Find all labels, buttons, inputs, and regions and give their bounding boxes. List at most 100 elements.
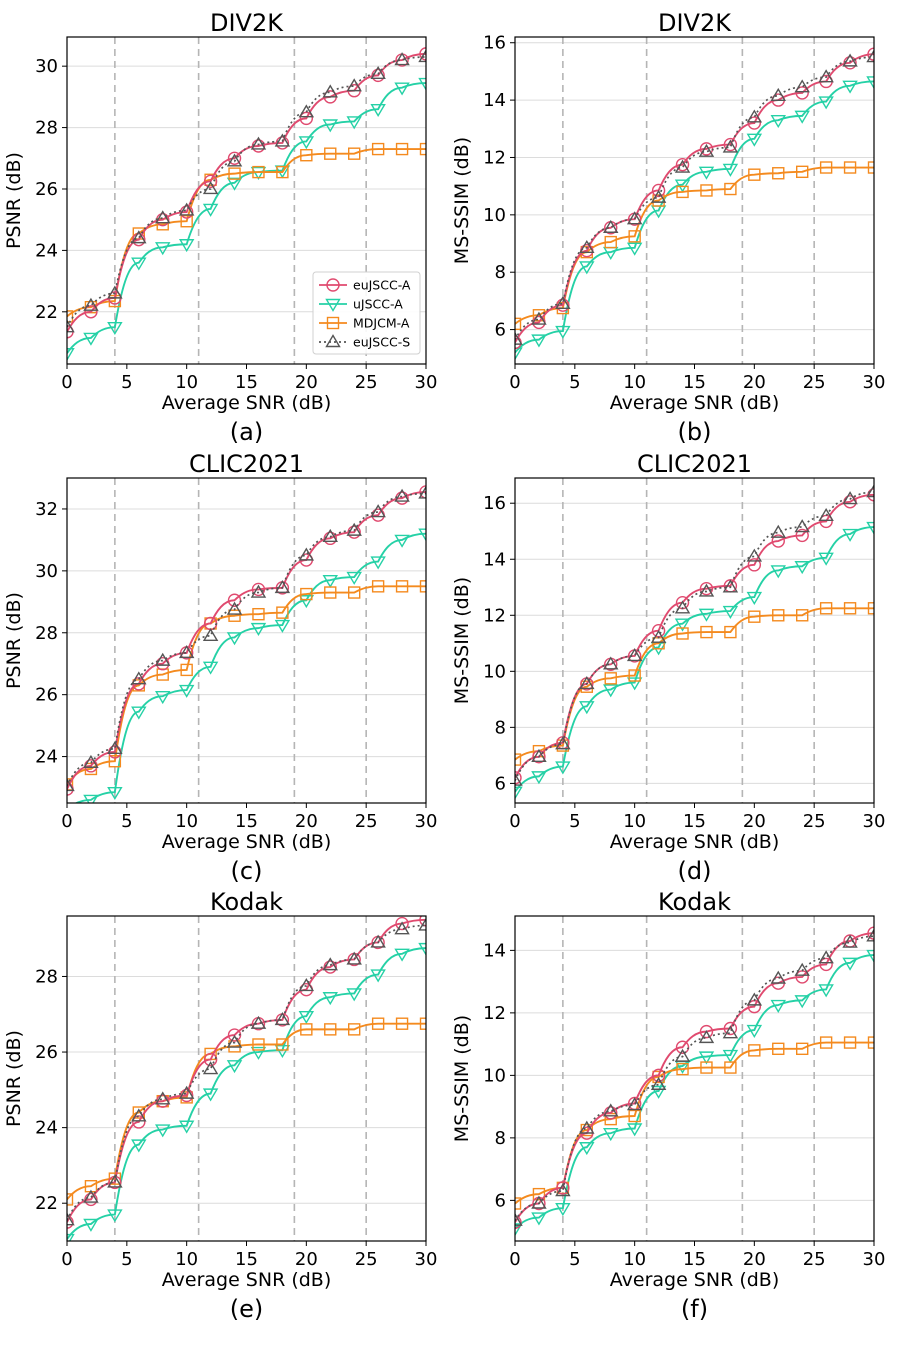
data-point-eujscc-a — [675, 157, 690, 172]
data-point-eujscc-s — [722, 139, 739, 153]
y-tick-label: 28 — [35, 118, 58, 139]
data-point-eujscc-s — [274, 133, 291, 147]
series-line-mdjcm-a — [67, 148, 426, 318]
data-point-mdjcm-a — [348, 147, 361, 160]
data-point-eujscc-s — [155, 652, 171, 666]
series-line-eujscc-a — [515, 493, 874, 779]
series-line-ujscc-a — [515, 526, 874, 793]
data-point-mdjcm-a — [252, 165, 265, 179]
data-point-ujscc-a — [107, 1209, 123, 1223]
x-axis-label: Average SNR (dB) — [162, 831, 332, 853]
data-point-eujscc-a — [843, 56, 857, 70]
data-point-eujscc-s — [515, 1212, 523, 1226]
panel-e: 0 5 10 15 20 25 30 22 24 26 28 Kodak Average SNR (dB… — [3, 888, 437, 1323]
data-point-eujscc-s — [626, 648, 643, 662]
data-point-mdjcm-a — [843, 1036, 857, 1049]
data-point-eujscc-a — [419, 47, 426, 61]
data-point-eujscc-a — [556, 1181, 570, 1195]
series-line-ujscc-a — [67, 82, 426, 354]
data-point-ujscc-a — [370, 103, 386, 118]
data-point-eujscc-s — [722, 579, 739, 593]
data-point-eujscc-s — [178, 645, 195, 659]
data-point-mdjcm-a — [371, 1017, 385, 1030]
data-point-mdjcm-a — [700, 184, 713, 197]
data-point-eujscc-s — [202, 627, 219, 642]
data-point-mdjcm-a — [604, 235, 617, 249]
data-point-eujscc-s — [107, 285, 123, 299]
data-point-ujscc-a — [131, 257, 147, 271]
data-point-eujscc-s — [866, 928, 874, 942]
data-point-eujscc-a — [132, 232, 146, 247]
x-tick-label: 20 — [295, 1249, 318, 1270]
x-tick-label: 10 — [623, 372, 646, 393]
data-point-eujscc-a — [867, 47, 874, 61]
panel-d: 0 5 10 15 20 25 30 6 8 10 12 14 16 CLIC2021 Average SN… — [451, 450, 885, 885]
data-point-eujscc-s — [842, 53, 858, 67]
series-group — [67, 916, 426, 1241]
x-tick-label: 20 — [295, 811, 318, 832]
x-tick-label: 25 — [355, 1249, 378, 1270]
data-point-ujscc-a — [418, 528, 426, 542]
data-point-mdjcm-a — [300, 587, 313, 601]
data-point-ujscc-a — [202, 203, 219, 217]
data-point-eujscc-s — [394, 52, 410, 66]
legend-item-eujscc-a: euJSCC-A — [319, 278, 411, 293]
y-tick-label: 28 — [35, 623, 58, 644]
data-point-ujscc-a — [394, 948, 410, 962]
data-point-eujscc-s — [603, 656, 619, 670]
x-tick-label: 30 — [415, 811, 438, 832]
panel-title: CLIC2021 — [637, 450, 752, 478]
series-line-mdjcm-a — [67, 1022, 426, 1201]
series-group — [67, 485, 426, 803]
y-tick-label: 8 — [495, 717, 506, 738]
y-axis-label: PSNR (dB) — [3, 592, 25, 689]
data-point-eujscc-a — [323, 531, 337, 546]
data-point-eujscc-a — [795, 86, 809, 100]
x-tick-label: 30 — [863, 811, 886, 832]
y-tick-label: 22 — [35, 1193, 58, 1214]
data-point-eujscc-s — [818, 950, 834, 964]
data-point-eujscc-s — [298, 978, 315, 992]
x-tick-label: 25 — [803, 1249, 826, 1270]
x-tick-label: 5 — [569, 372, 580, 393]
data-point-ujscc-a — [746, 133, 763, 147]
data-point-eujscc-s — [603, 219, 619, 233]
data-point-eujscc-a — [371, 68, 385, 83]
data-point-ujscc-a — [770, 999, 786, 1013]
data-point-eujscc-a — [179, 205, 194, 219]
data-point-eujscc-s — [531, 748, 547, 762]
data-point-eujscc-s — [674, 600, 691, 614]
data-point-mdjcm-a — [532, 1187, 546, 1201]
data-point-eujscc-a — [156, 1094, 170, 1108]
data-point-eujscc-a — [699, 1024, 714, 1039]
data-point-eujscc-s — [370, 65, 386, 80]
y-tick-label: 26 — [35, 1042, 58, 1063]
data-point-eujscc-s — [794, 79, 810, 93]
panel-caption: (c) — [231, 857, 263, 885]
data-point-eujscc-s — [322, 528, 338, 543]
data-point-mdjcm-a — [108, 755, 122, 768]
x-tick-label: 25 — [355, 811, 378, 832]
y-tick-label: 12 — [483, 1003, 506, 1024]
legend-label: uJSCC-A — [353, 297, 403, 312]
y-tick-label: 26 — [35, 179, 58, 200]
data-point-eujscc-s — [579, 676, 595, 690]
data-point-eujscc-a — [323, 960, 337, 974]
series-line-eujscc-a — [67, 918, 426, 1223]
data-point-eujscc-s — [698, 1029, 715, 1044]
x-tick-label: 0 — [509, 811, 520, 832]
data-point-eujscc-a — [651, 1068, 666, 1083]
data-point-eujscc-a — [275, 136, 290, 150]
data-point-ujscc-a — [83, 332, 99, 346]
data-point-ujscc-a — [722, 163, 739, 177]
data-point-eujscc-s — [346, 951, 362, 965]
data-point-mdjcm-a — [772, 1042, 785, 1056]
x-tick-label: 15 — [683, 811, 706, 832]
data-point-mdjcm-a — [395, 1017, 409, 1030]
data-point-mdjcm-a — [700, 1061, 713, 1074]
data-point-eujscc-s — [67, 319, 75, 333]
data-point-ujscc-a — [67, 1233, 75, 1241]
data-point-ujscc-a — [178, 239, 195, 253]
y-tick-label: 28 — [35, 966, 58, 987]
legend-marker-triangle-up — [325, 334, 341, 348]
